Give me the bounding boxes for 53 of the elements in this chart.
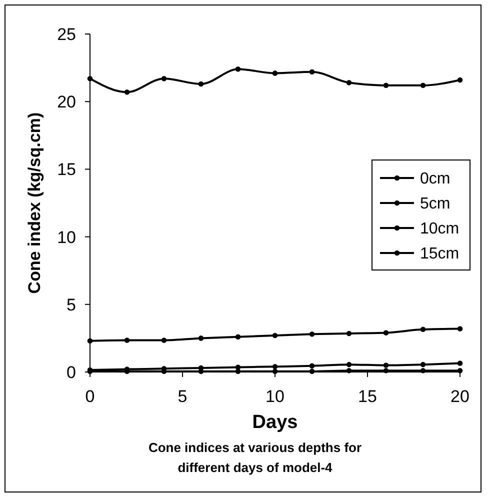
- point: [87, 76, 93, 82]
- point: [420, 82, 426, 88]
- x-tick-label: 15: [358, 387, 377, 406]
- point: [309, 368, 315, 374]
- point: [420, 362, 426, 368]
- point: [235, 334, 241, 340]
- point: [383, 82, 389, 88]
- point: [309, 69, 315, 74]
- point: [87, 338, 93, 344]
- point: [383, 330, 389, 336]
- point: [272, 332, 278, 338]
- point: [346, 80, 352, 86]
- point: [457, 368, 463, 374]
- legend-label: 5cm: [420, 196, 450, 213]
- y-tick-label: 10: [57, 228, 76, 247]
- legend-label: 15cm: [420, 246, 460, 263]
- x-tick-label: 10: [266, 387, 284, 406]
- point: [346, 362, 352, 368]
- point: [198, 336, 204, 341]
- y-tick-label: 0: [66, 362, 76, 382]
- point: [346, 330, 352, 336]
- legend-label: 0cm: [420, 170, 450, 188]
- point: [457, 326, 463, 332]
- point: [124, 89, 130, 95]
- y-tick-label: 5: [66, 295, 76, 314]
- legend-label: 10cm: [420, 220, 460, 238]
- point: [309, 363, 315, 369]
- text: Cone indices at various depths for different days of model-4: [148, 440, 362, 475]
- point: [383, 368, 389, 374]
- x-tick-label: 5: [178, 387, 188, 406]
- y-tick-label: 25: [57, 24, 76, 44]
- x-tick-label: 0: [85, 387, 95, 406]
- point: [457, 360, 463, 366]
- point: [309, 332, 315, 337]
- x-axis-title: Days: [252, 412, 298, 433]
- x-tick-label: 20: [450, 387, 470, 406]
- point: [124, 338, 130, 343]
- point: [383, 362, 389, 368]
- point: [235, 364, 241, 370]
- point: [235, 66, 241, 72]
- point: [161, 76, 167, 82]
- point: [272, 364, 278, 370]
- point: [161, 338, 167, 343]
- point: [272, 70, 278, 76]
- point: [420, 368, 426, 374]
- point: [272, 368, 278, 374]
- point: [346, 368, 352, 374]
- point: [198, 81, 204, 87]
- point: [457, 77, 463, 83]
- y-tick-label: 15: [57, 160, 76, 180]
- y-tick-label: 20: [57, 92, 76, 112]
- y-axis-title: Cone index (kg/sq.cm): [25, 112, 44, 294]
- point: [420, 326, 426, 332]
